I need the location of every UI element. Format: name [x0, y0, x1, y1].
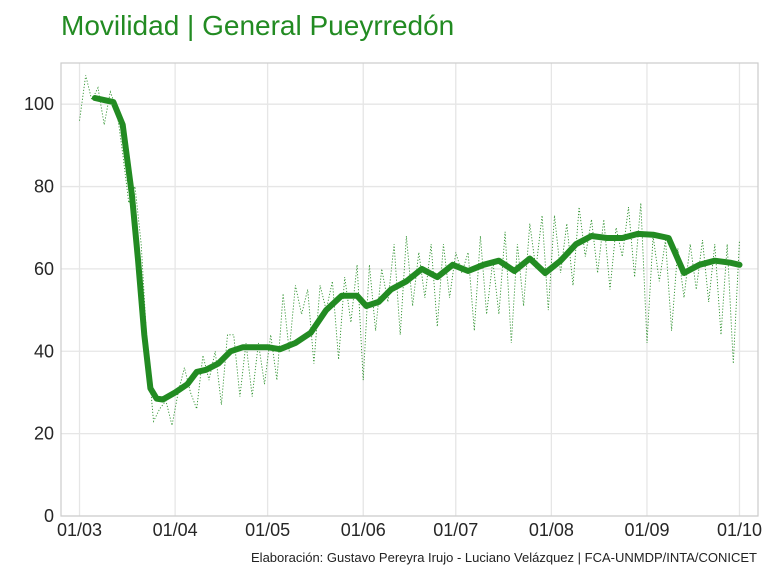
chart-caption: Elaboración: Gustavo Pereyra Irujo - Luc…	[251, 550, 757, 565]
series-layer	[79, 75, 743, 426]
y-tick-label: 100	[24, 94, 54, 114]
y-tick-label: 0	[44, 506, 54, 526]
x-tick-label: 01/06	[341, 520, 386, 540]
x-tick-label: 01/07	[433, 520, 478, 540]
y-tick-label: 60	[34, 259, 54, 279]
grid	[61, 63, 758, 517]
x-tick-label: 01/05	[245, 520, 290, 540]
y-axis: 0 20 40 60 80 100	[24, 94, 54, 526]
y-tick-label: 20	[34, 424, 54, 444]
y-tick-label: 80	[34, 177, 54, 197]
x-tick-label: 01/09	[624, 520, 669, 540]
x-tick-label: 01/04	[153, 520, 198, 540]
series-line-daily	[79, 75, 740, 426]
x-tick-label: 01/10	[717, 520, 762, 540]
x-axis: 01/03 01/04 01/05 01/06 01/07 01/08 01/09 01/10	[57, 520, 762, 540]
y-tick-label: 40	[34, 341, 54, 361]
plot-frame	[60, 62, 759, 517]
x-tick-label: 01/08	[529, 520, 574, 540]
chart-title: Movilidad | General Pueyrredón	[61, 10, 455, 41]
x-tick-label: 01/03	[57, 520, 102, 540]
series-line-smoothed	[91, 95, 743, 403]
